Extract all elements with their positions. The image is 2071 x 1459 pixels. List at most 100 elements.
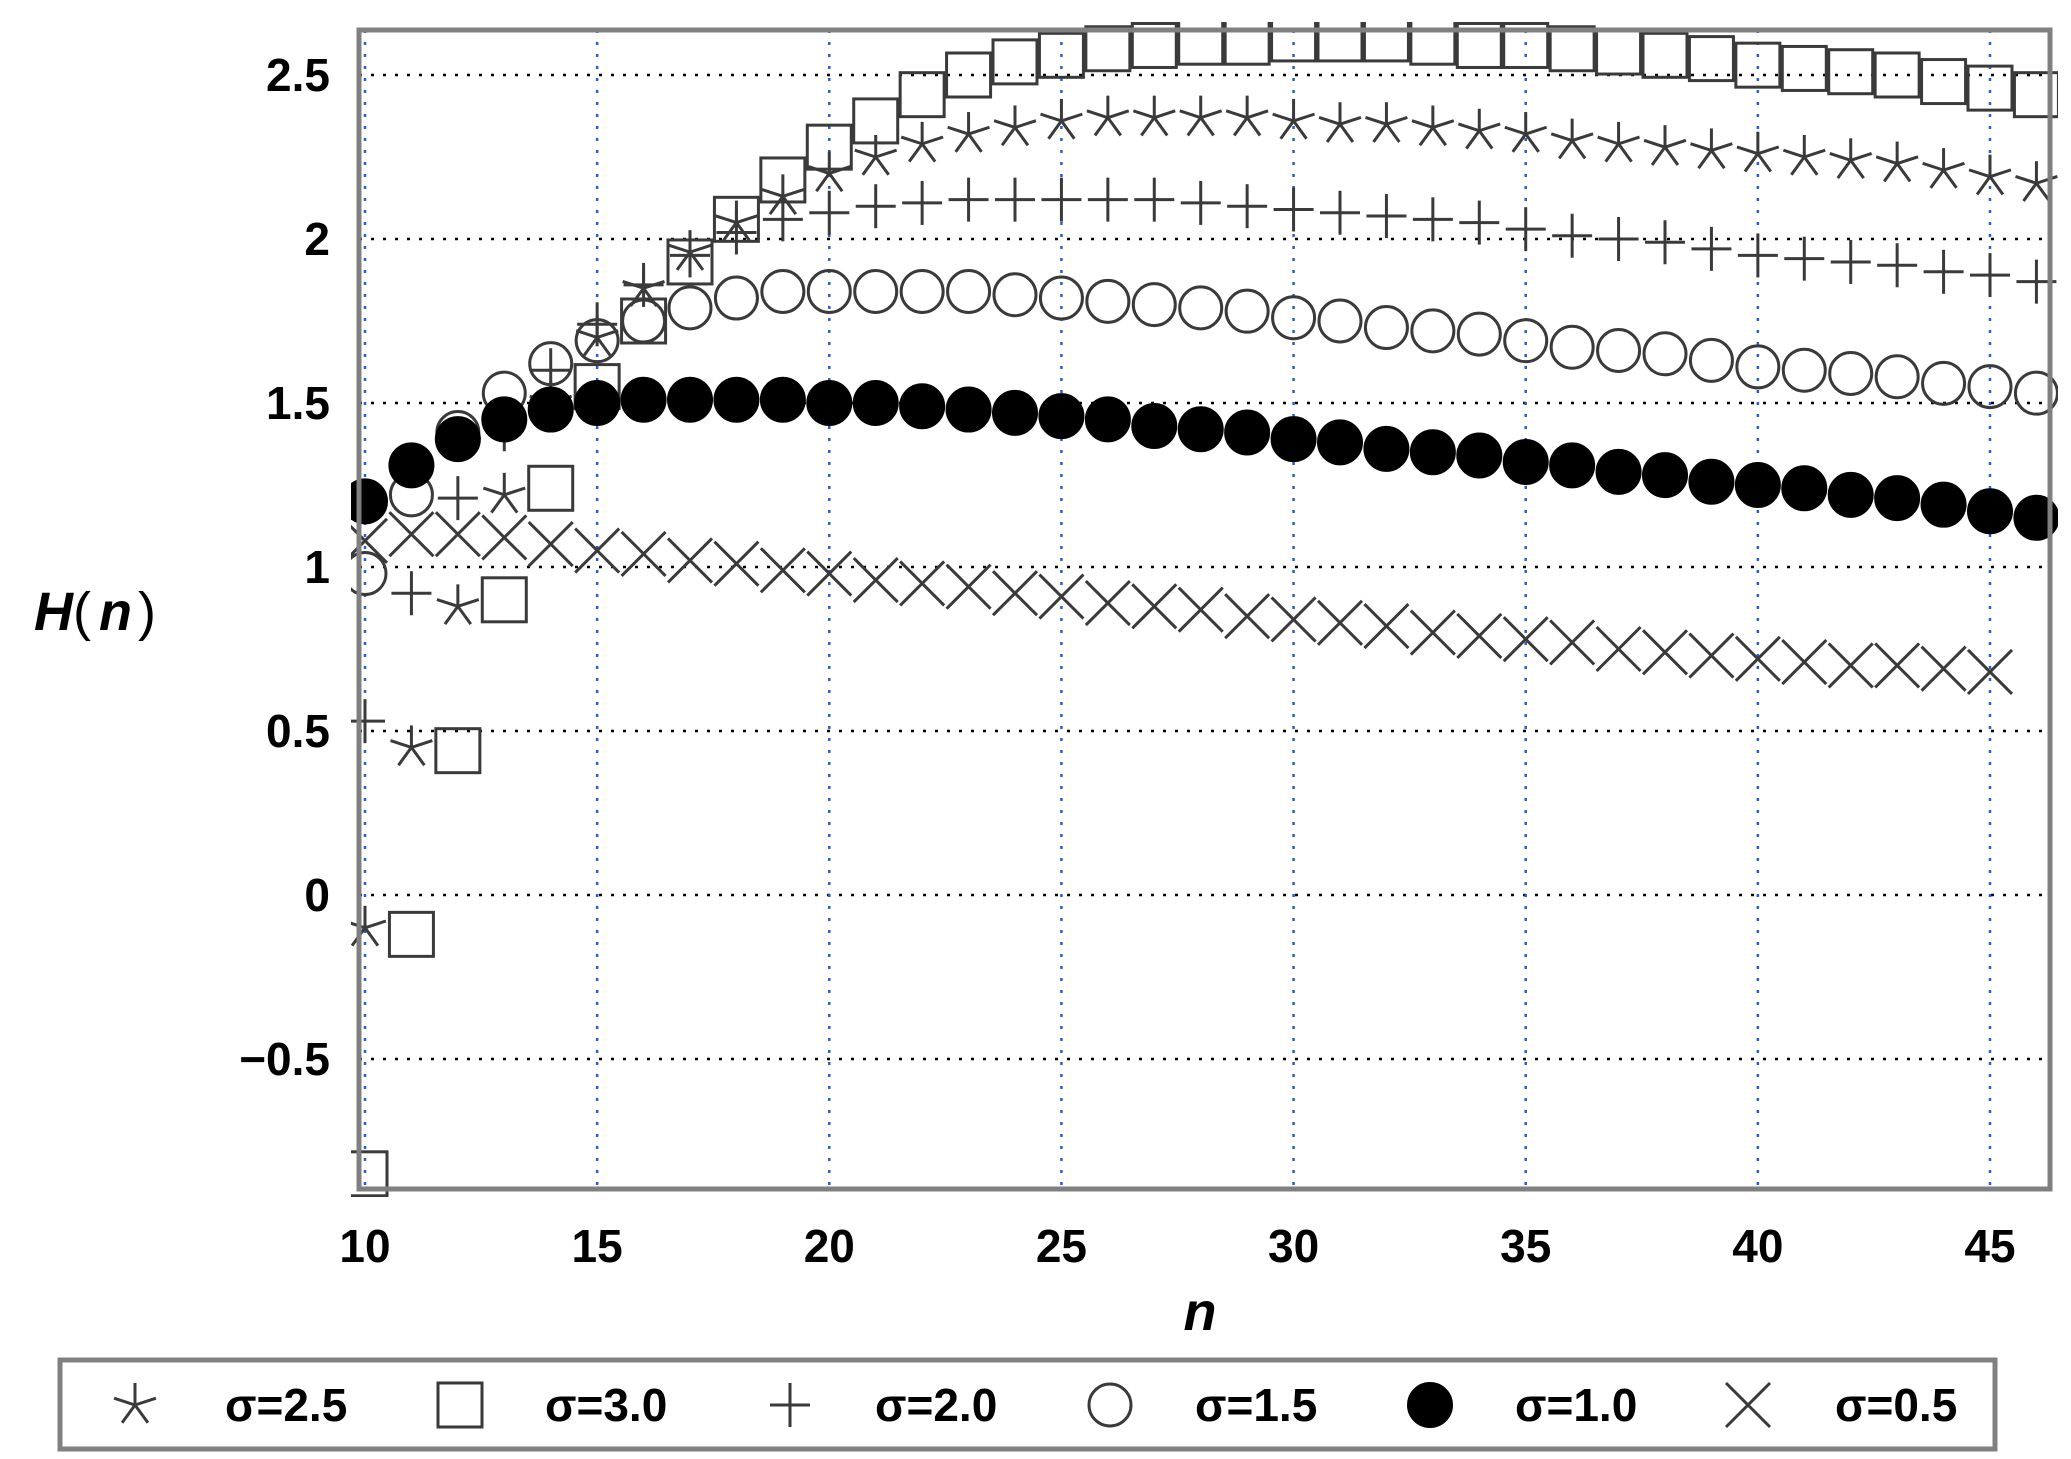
data-point: [1409, 22, 1457, 66]
data-point: [1132, 95, 1176, 137]
data-point: [852, 557, 899, 604]
data-point: [1736, 131, 1780, 173]
data-point: [1037, 31, 1085, 79]
legend-marker: [1407, 1382, 1453, 1428]
data-point: [1457, 108, 1501, 150]
data-point: [1920, 645, 1967, 692]
data-point: [1966, 64, 2014, 112]
data-point: [1224, 593, 1271, 640]
data-point: [1968, 154, 2012, 196]
data-point: [1502, 439, 1549, 486]
y-tick-label: 1: [304, 541, 330, 593]
data-point: [1038, 393, 1085, 440]
data-point: [620, 530, 667, 577]
data-point: [1549, 619, 1596, 666]
data-point: [436, 584, 480, 626]
data-point: [1410, 308, 1456, 354]
data-point: [2015, 161, 2058, 202]
data-point: [1970, 253, 2010, 298]
data-point: [1038, 573, 1085, 620]
data-point: [670, 233, 710, 278]
data-point: [1270, 596, 1317, 643]
data-point: [574, 380, 621, 426]
data-point: [1874, 475, 1921, 522]
data-point: [852, 380, 899, 426]
data-point: [991, 570, 1039, 617]
data-point: [2013, 494, 2058, 541]
data-point: [1642, 331, 1688, 377]
data-point: [481, 514, 528, 561]
data-point: [434, 727, 482, 775]
data-point: [1040, 98, 1083, 140]
data-point: [1874, 354, 1920, 400]
data-point: [713, 376, 760, 423]
y-tick-labels: −0.5 0 0.5 1 1.5 2 2.5: [239, 49, 330, 1085]
data-point: [1780, 44, 1828, 92]
data-point: [437, 476, 478, 521]
data-point: [1502, 616, 1549, 663]
data-point: [806, 550, 853, 597]
data-point: [621, 298, 667, 344]
data-point: [1084, 580, 1131, 627]
data-point: [1734, 41, 1782, 89]
data-point: [390, 725, 433, 767]
data-point: [759, 547, 806, 594]
data-point: [1688, 337, 1734, 383]
y-axis-title-var: n: [99, 582, 132, 642]
data-point: [1270, 22, 1318, 63]
data-point: [351, 551, 388, 597]
y-axis-title-close: ): [138, 582, 156, 642]
data-point: [1224, 288, 1270, 334]
data-point: [1827, 642, 1874, 689]
data-point: [1645, 220, 1685, 265]
data-point: [1455, 22, 1503, 69]
data-point: [351, 905, 387, 947]
y-tick-label: 2.5: [266, 49, 330, 101]
data-point: [1549, 442, 1596, 489]
data-point: [1456, 432, 1503, 479]
data-point: [899, 383, 946, 430]
legend-item: σ=1.0: [1407, 1379, 1637, 1431]
data-point: [1363, 425, 1410, 472]
data-point: [351, 478, 388, 525]
data-point: [1502, 22, 1550, 69]
y-tick-label: 0.5: [266, 705, 330, 757]
data-point: [1456, 612, 1503, 659]
data-point: [1134, 177, 1175, 222]
data-point: [1598, 217, 1639, 261]
data-point: [2012, 71, 2058, 119]
data-point: [1595, 625, 1642, 673]
legend: σ=2.5 σ=3.0 σ=2.0 σ=1.5 σ=1.0 σ=0.5: [57, 1357, 1998, 1452]
data-point: [902, 180, 943, 225]
data-point: [1456, 311, 1502, 357]
data-point: [387, 910, 435, 958]
legend-item: σ=2.5: [113, 1379, 347, 1431]
data-point: [1782, 135, 1826, 176]
data-point: [1829, 138, 1873, 179]
data-point: [1875, 141, 1919, 183]
data-point: [1734, 462, 1781, 508]
data-point: [1920, 481, 1967, 528]
data-point: [1643, 125, 1687, 166]
data-point: [1086, 95, 1130, 137]
data-point: [1227, 184, 1268, 229]
data-point: [1363, 305, 1409, 351]
data-point: [1084, 396, 1131, 443]
data-point: [482, 472, 526, 514]
data-point: [1316, 599, 1364, 646]
data-point: [388, 442, 435, 489]
data-point: [620, 376, 667, 423]
legend-label: σ=3.0: [545, 1379, 667, 1431]
data-point: [527, 520, 574, 568]
data-point: [1412, 197, 1453, 242]
data-point: [716, 210, 757, 255]
data-point: [1828, 350, 1874, 396]
data-point: [1595, 28, 1643, 76]
data-point: [1920, 58, 1968, 106]
data-point: [1318, 102, 1362, 143]
data-point: [1827, 471, 1874, 518]
data-point: [574, 318, 620, 364]
data-point: [855, 184, 896, 229]
data-point: [1320, 190, 1360, 235]
